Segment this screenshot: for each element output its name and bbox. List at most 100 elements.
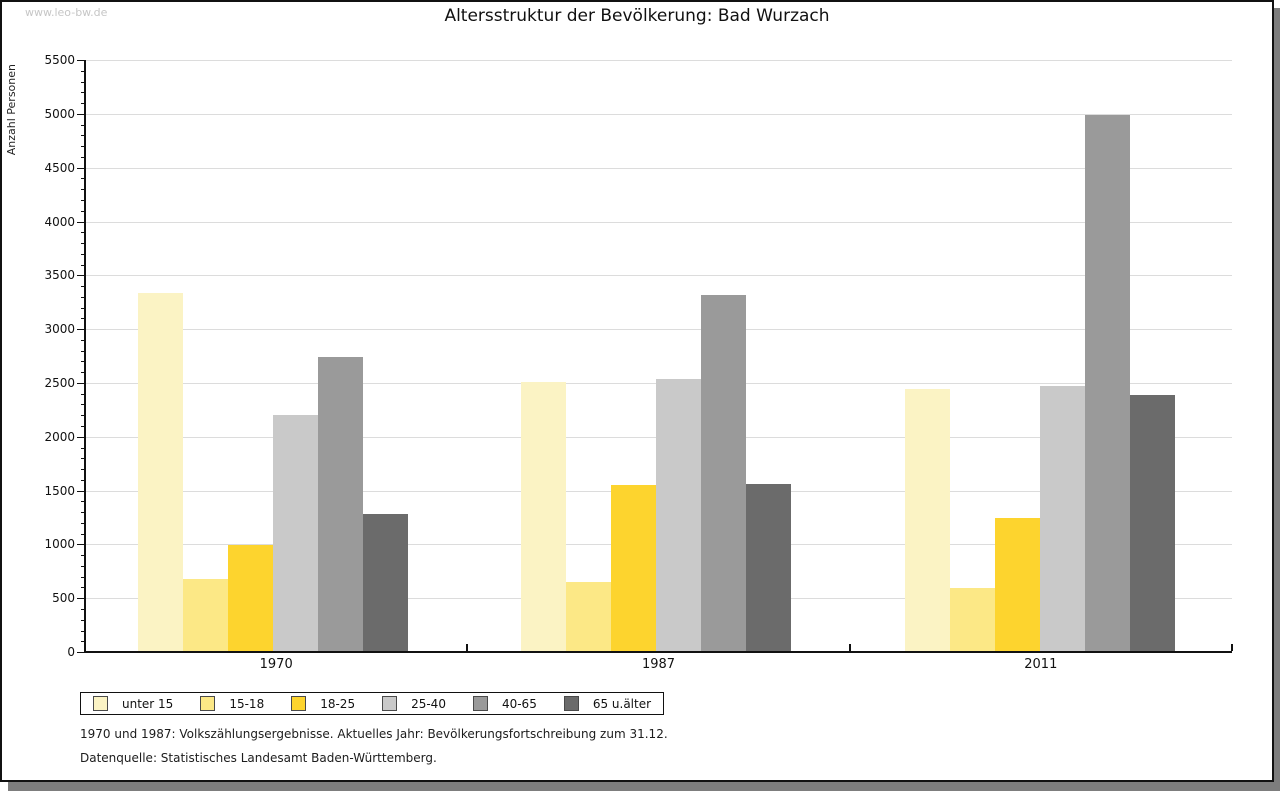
bar-65 u.älter-1970: [363, 514, 408, 652]
bar-18-25-1987: [611, 485, 657, 652]
y-axis-minor-tick: [81, 307, 85, 309]
y-axis-tick: [77, 60, 85, 61]
footnote-line-1: 1970 und 1987: Volkszählungsergebnisse. …: [80, 727, 668, 741]
x-axis-category-label: 1987: [641, 657, 676, 672]
bar-unter 15-2011: [904, 389, 950, 652]
y-axis-minor-tick: [81, 565, 85, 567]
y-axis-minor-tick: [81, 458, 85, 460]
drop-shadow-bottom: [8, 782, 1280, 791]
y-axis-minor-tick: [81, 296, 85, 298]
gridline: [85, 167, 1232, 169]
y-axis-line: [84, 60, 86, 653]
bar-18-25-1970: [228, 544, 273, 652]
y-axis-tick-label: 2500: [44, 375, 75, 390]
bar-15-18-2011: [949, 588, 995, 652]
legend: unter 15 15-18 18-25 25-40 40-65 65 u.älter: [80, 692, 665, 715]
y-axis-minor-tick: [81, 81, 85, 83]
y-axis-tick: [77, 382, 85, 384]
y-axis-minor-tick: [81, 404, 85, 406]
y-axis-tick: [77, 113, 85, 115]
y-axis-minor-tick: [81, 608, 85, 610]
legend-swatch: [382, 696, 398, 711]
gridline: [85, 113, 1232, 115]
gridline: [85, 221, 1232, 223]
y-axis-minor-tick: [81, 124, 85, 126]
y-axis-tick-label: 4000: [44, 214, 75, 229]
y-axis-minor-tick: [81, 447, 85, 449]
legend-item-65 u.älter: 65 u.älter: [563, 696, 652, 711]
y-axis-minor-tick: [81, 199, 85, 201]
y-axis-minor-tick: [81, 469, 85, 470]
x-axis-line: [84, 651, 1232, 653]
y-axis-minor-tick: [81, 479, 85, 481]
y-axis-minor-tick: [81, 361, 85, 363]
y-axis-tick-label: 5000: [44, 106, 75, 121]
watermark: www.leo-bw.de: [25, 6, 108, 19]
bar-25-40-1987: [656, 378, 702, 652]
gridline: [85, 60, 1232, 61]
y-axis-minor-tick: [81, 156, 85, 158]
y-axis-tick: [77, 436, 85, 438]
y-axis-tick-label: 3000: [44, 322, 75, 337]
y-axis-minor-tick: [81, 243, 85, 244]
y-axis-minor-tick: [81, 415, 85, 417]
y-axis-minor-tick: [81, 576, 85, 578]
y-axis-minor-tick: [81, 92, 85, 94]
y-axis-tick: [77, 221, 85, 223]
gridline: [85, 329, 1232, 331]
bar-40-65-2011: [1084, 114, 1130, 652]
y-axis-tick: [77, 490, 85, 492]
y-axis-tick: [77, 329, 85, 331]
legend-item-unter 15: unter 15: [93, 696, 173, 711]
y-axis-minor-tick: [81, 286, 85, 287]
x-axis-tick: [84, 644, 86, 651]
legend-label: 25-40: [411, 696, 446, 711]
bar-unter 15-1987: [521, 381, 567, 652]
legend-item-15-18: 15-18: [200, 696, 264, 711]
y-axis-minor-tick: [81, 393, 85, 395]
bar-15-18-1987: [566, 581, 612, 652]
legend-swatch: [472, 696, 488, 711]
y-axis-tick-label: 500: [52, 591, 75, 606]
legend-item-25-40: 25-40: [382, 696, 446, 711]
y-axis-tick-label: 3500: [44, 268, 75, 283]
legend-label: 65 u.älter: [592, 696, 652, 711]
x-axis-tick: [1231, 644, 1233, 651]
legend-item-18-25: 18-25: [291, 696, 355, 711]
y-axis-minor-tick: [81, 189, 85, 191]
bar-15-18-1970: [183, 578, 228, 652]
y-axis-minor-tick: [81, 210, 85, 212]
legend-swatch: [93, 696, 108, 711]
y-axis-minor-tick: [81, 372, 85, 374]
y-axis-minor-tick: [81, 426, 85, 427]
legend-swatch: [200, 696, 216, 711]
x-axis-category-label: 2011: [1024, 657, 1058, 672]
bar-18-25-2011: [994, 518, 1040, 652]
y-axis-minor-tick: [81, 146, 85, 148]
y-axis-tick-label: 4500: [44, 160, 75, 175]
y-axis-minor-tick: [81, 178, 85, 180]
legend-label: unter 15: [122, 696, 174, 711]
x-axis-tick: [848, 644, 851, 651]
y-axis-tick-label: 1500: [44, 483, 75, 498]
y-axis-minor-tick: [81, 501, 85, 503]
y-axis-minor-tick: [81, 641, 85, 643]
y-axis-minor-tick: [81, 253, 85, 255]
y-axis-tick: [77, 652, 85, 653]
y-axis-minor-tick: [81, 512, 85, 514]
bar-unter 15-1970: [138, 292, 183, 652]
y-axis-tick-label: 1000: [44, 537, 75, 552]
y-axis-minor-tick: [81, 232, 85, 234]
y-axis-minor-tick: [81, 264, 85, 266]
legend-label: 40-65: [501, 696, 537, 711]
y-axis-tick: [77, 598, 85, 600]
y-axis-minor-tick: [81, 587, 85, 589]
y-axis-minor-tick: [81, 533, 85, 535]
legend-label: 15-18: [229, 696, 265, 711]
legend-item-40-65: 40-65: [472, 696, 537, 711]
footnote-line-2: Datenquelle: Statistisches Landesamt Bad…: [80, 751, 437, 765]
y-axis-tick-label: 5500: [44, 53, 75, 67]
y-axis-tick: [77, 544, 85, 546]
